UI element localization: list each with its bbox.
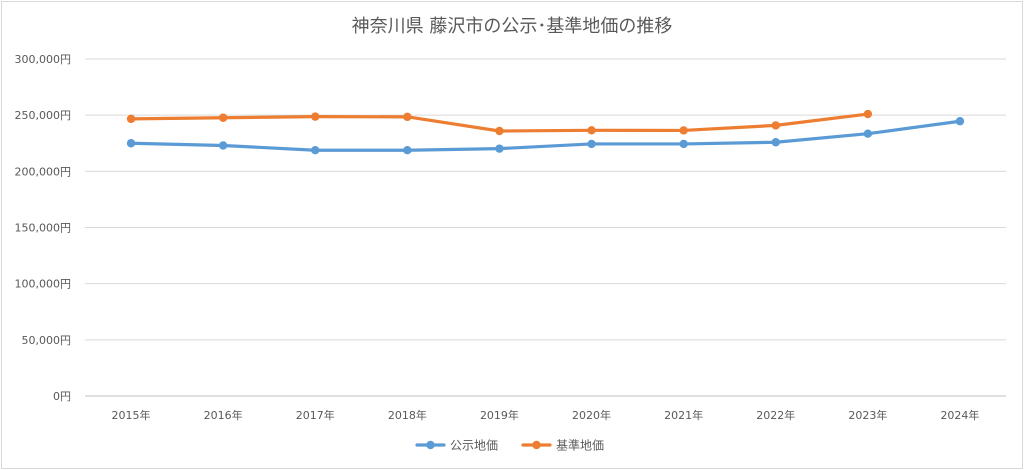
data-point: [126, 139, 136, 148]
data-point: [587, 126, 596, 135]
legend-label: 基準地価: [556, 438, 604, 453]
data-point: [403, 146, 412, 155]
y-tick-label: 150,000円: [15, 222, 72, 235]
data-point: [863, 129, 873, 138]
data-point: [311, 146, 320, 155]
x-tick-label: 2023年: [848, 408, 887, 422]
y-tick-label: 250,000円: [15, 109, 72, 122]
data-point: [679, 126, 688, 135]
x-tick-label: 2020年: [572, 408, 611, 422]
legend-label: 公示地価: [450, 439, 498, 453]
data-point: [218, 113, 228, 122]
x-tick-label: 2019年: [480, 408, 519, 422]
legend-marker: [426, 440, 435, 450]
data-point: [495, 144, 504, 153]
series-group: [126, 109, 965, 155]
legend-marker: [532, 440, 541, 450]
x-tick-label: 2021年: [664, 408, 703, 422]
x-tick-label: 2015年: [112, 408, 151, 422]
data-point: [771, 121, 780, 130]
data-point: [771, 138, 780, 147]
y-tick-label: 100,000円: [15, 278, 72, 291]
x-tick-label: 2017年: [296, 408, 335, 422]
data-point: [679, 139, 688, 149]
grid-lines: [85, 58, 1006, 397]
data-point: [311, 112, 320, 121]
x-tick-label: 2018年: [388, 408, 427, 422]
data-point: [218, 141, 228, 150]
y-tick-label: 50,000円: [22, 334, 72, 347]
legend: 公示地価 基準地価: [415, 438, 604, 453]
y-tick-label: 0円: [53, 390, 71, 403]
series-line-1: [129, 119, 962, 152]
data-point: [955, 117, 965, 126]
x-tick-label: 2016年: [204, 408, 243, 422]
data-point: [587, 139, 596, 149]
data-point: [495, 126, 504, 136]
x-tick-label: 2022年: [756, 408, 795, 422]
y-axis-labels: 0円 50,000円 100,000円 150,000円 200,000円 250,000…: [15, 53, 72, 403]
x-axis-labels: 2015年 2016年 2017年 2018年 2019年 2020年 2021年 2022年…: [112, 408, 980, 422]
data-point: [126, 114, 136, 124]
data-point: [403, 112, 412, 122]
chart-title: 神奈川県 藤沢市の公示･基準地価の推移: [352, 16, 673, 37]
x-tick-label: 2024年: [940, 408, 979, 422]
y-tick-label: 200,000円: [15, 165, 72, 178]
data-point: [863, 109, 873, 119]
y-tick-label: 300,000円: [15, 53, 72, 66]
